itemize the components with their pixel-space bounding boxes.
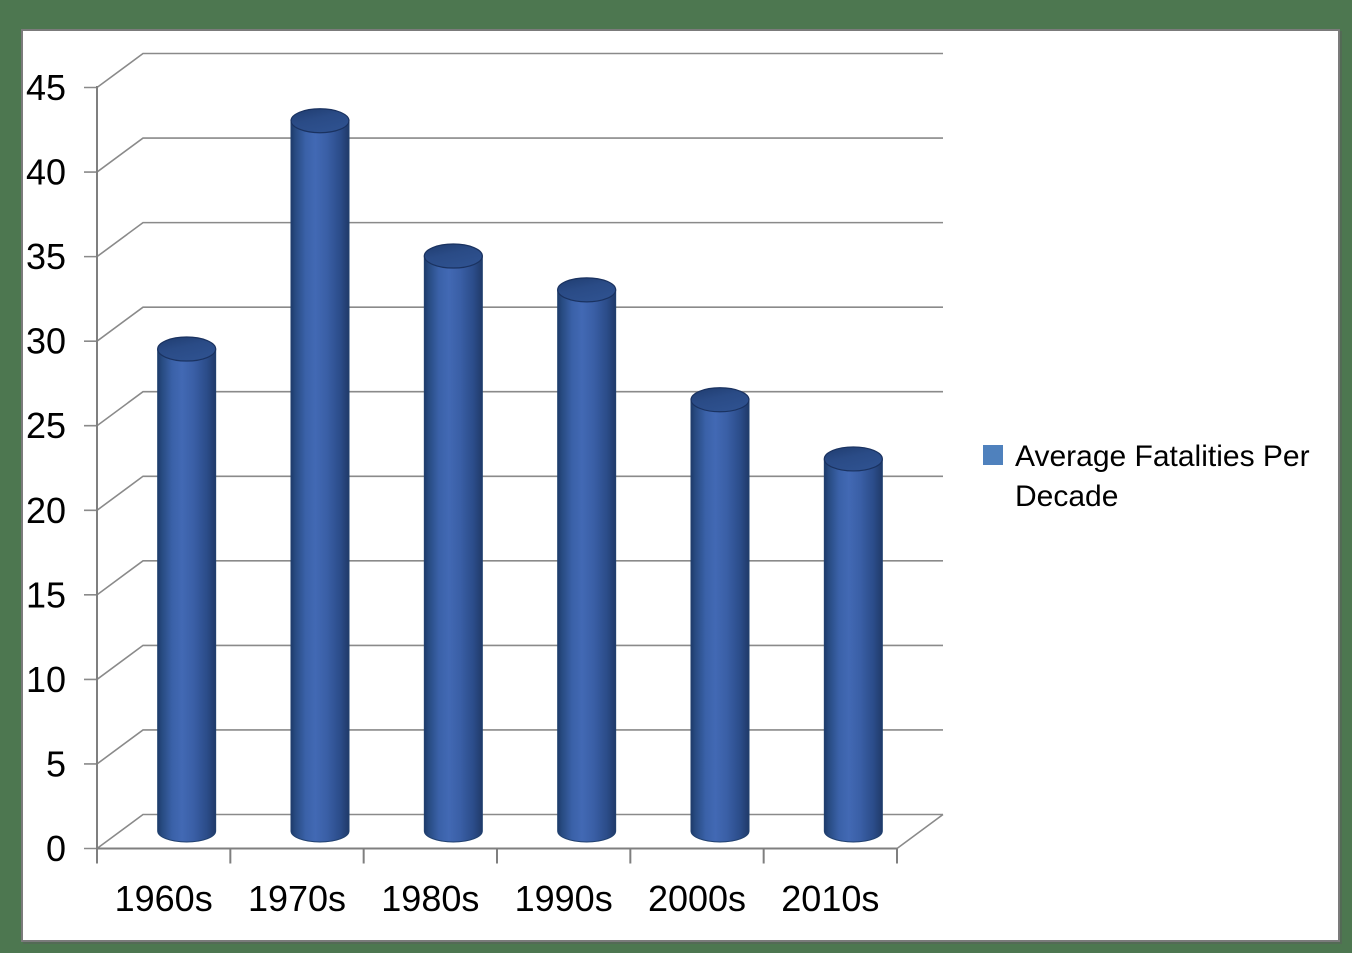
gridline xyxy=(84,644,943,681)
gridline xyxy=(84,221,943,258)
cylinder-body xyxy=(557,289,617,843)
cylinder-body xyxy=(690,399,750,843)
x-axis-label: 1970s xyxy=(248,878,346,919)
y-axis-label: 30 xyxy=(26,321,66,362)
floor-right-edge xyxy=(896,813,944,850)
cylinder-top xyxy=(557,277,617,303)
x-axis-label: 1960s xyxy=(115,878,213,919)
legend-label: Average Fatalities Per Decade xyxy=(1015,440,1310,513)
cylinder-top xyxy=(290,108,350,134)
chart-frame xyxy=(21,29,1340,942)
bar-cylinder-1960s xyxy=(157,336,217,843)
cylinder-body xyxy=(290,120,350,843)
bar-cylinder-1990s xyxy=(557,277,617,843)
x-axis-label: 2010s xyxy=(781,878,879,919)
legend-marker xyxy=(983,445,1003,465)
y-axis-label: 45 xyxy=(26,67,66,108)
y-axis-label: 5 xyxy=(46,743,66,784)
chart-legend: Average Fatalities Per Decade xyxy=(983,437,1335,517)
gridline xyxy=(84,560,943,596)
y-axis-label: 40 xyxy=(26,152,66,193)
gridline xyxy=(84,475,943,512)
bar-cylinder-1980s xyxy=(423,243,483,843)
gridline xyxy=(84,137,943,173)
gridline xyxy=(84,813,943,850)
bar-cylinder-2010s xyxy=(823,446,883,843)
cylinder-body xyxy=(823,458,883,843)
bar-cylinder-1970s xyxy=(290,108,350,843)
x-axis-label: 2000s xyxy=(648,878,746,919)
cylinder-body xyxy=(157,348,217,843)
bar-cylinder-2000s xyxy=(690,387,750,843)
y-axis-label: 35 xyxy=(26,236,66,277)
cylinder-top xyxy=(690,387,750,413)
x-axis-label: 1990s xyxy=(515,878,613,919)
gridline xyxy=(84,52,943,89)
gridline xyxy=(84,390,943,427)
x-axis-label: 1980s xyxy=(381,878,479,919)
y-axis-label: 15 xyxy=(26,574,66,615)
y-axis-label: 0 xyxy=(46,828,66,869)
cylinder-top xyxy=(823,446,883,472)
gridline xyxy=(84,729,943,765)
y-axis-label: 25 xyxy=(26,405,66,446)
cylinder-body xyxy=(423,255,483,843)
cylinder-top xyxy=(157,336,217,362)
gridline xyxy=(84,306,943,342)
cylinder-top xyxy=(423,243,483,269)
y-axis-label: 20 xyxy=(26,490,66,531)
y-axis-label: 10 xyxy=(26,659,66,700)
